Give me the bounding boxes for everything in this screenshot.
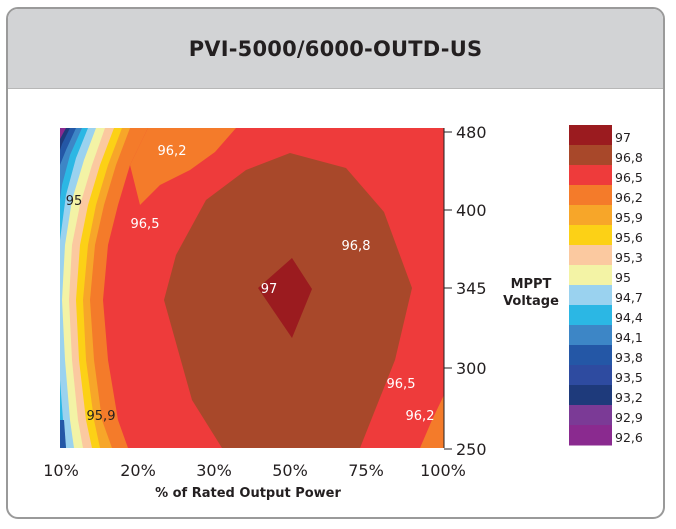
contour-plot-area <box>60 128 444 448</box>
x-tick-label: 75% <box>348 461 384 480</box>
legend-swatch <box>569 185 612 206</box>
x-tick-label: 30% <box>196 461 232 480</box>
y-axis-ticks: 480 400 345 300 250 <box>444 123 487 459</box>
legend-label: 93,5 <box>615 370 643 385</box>
y-tick-label: 480 <box>456 123 487 142</box>
legend-label: 94,4 <box>615 310 643 325</box>
legend-label: 92,6 <box>615 430 643 445</box>
y-tick-label: 400 <box>456 201 487 220</box>
region-95 <box>60 128 105 448</box>
contour-label-95-9: 95,9 <box>87 409 116 424</box>
legend-label: 94,7 <box>615 290 643 305</box>
contour-label-95: 95 <box>66 194 83 209</box>
legend-swatch <box>569 165 612 186</box>
legend-swatch <box>569 145 612 166</box>
contour-label-96-2-bottom: 96,2 <box>406 409 435 424</box>
legend-label: 93,8 <box>615 350 643 365</box>
legend-label: 95 <box>615 270 631 285</box>
legend-swatch <box>569 305 612 326</box>
region-94-7 <box>60 128 96 448</box>
legend-swatch <box>569 405 612 426</box>
region-96-2-bottom-right <box>420 395 444 448</box>
legend-swatch <box>569 325 612 346</box>
legend-swatch <box>569 385 612 406</box>
y-tick-label: 300 <box>456 359 487 378</box>
legend-label: 96,5 <box>615 170 643 185</box>
y-tick-label: 345 <box>456 279 487 298</box>
legend-label: 95,6 <box>615 230 643 245</box>
contour-label-97: 97 <box>261 282 278 297</box>
legend-label: 94,1 <box>615 330 643 345</box>
region-96-2-top <box>130 128 236 205</box>
contour-label-96-8: 96,8 <box>342 239 371 254</box>
legend-label: 96,8 <box>615 150 643 165</box>
legend-swatch <box>569 345 612 366</box>
region-92-9 <box>60 128 66 139</box>
legend-swatch <box>569 285 612 306</box>
legend-swatch <box>569 125 612 146</box>
region-97 <box>258 258 312 338</box>
chart-header: PVI-5000/6000-OUTD-US <box>8 9 663 89</box>
legend-swatch <box>569 205 612 226</box>
legend-swatch <box>569 225 612 246</box>
legend-label: 97 <box>615 130 631 145</box>
legend-label: 95,9 <box>615 210 643 225</box>
contour-label-96-2-top: 96,2 <box>158 144 187 159</box>
x-tick-label: 20% <box>120 461 156 480</box>
legend-swatch <box>569 265 612 286</box>
x-axis-ticks: 10% 20% 30% 50% 75% 100% <box>43 461 466 480</box>
contour-label-96-5-left: 96,5 <box>131 217 160 232</box>
x-tick-label: 100% <box>420 461 466 480</box>
chart-title: PVI-5000/6000-OUTD-US <box>188 36 483 61</box>
legend-swatch <box>569 425 612 446</box>
legend-swatch <box>569 245 612 266</box>
y-tick-label: 250 <box>456 440 487 459</box>
legend-label: 95,3 <box>615 250 643 265</box>
y-axis-title-line1: MPPT <box>511 277 552 292</box>
x-tick-label: 10% <box>43 461 79 480</box>
y-axis-title-line2: Voltage <box>503 294 559 309</box>
color-legend: 97 96,8 96,5 96,2 95,9 95,6 95,3 95 94,7 94,4 94,1… <box>569 125 643 446</box>
legend-label: 93,2 <box>615 390 643 405</box>
x-tick-label: 50% <box>272 461 308 480</box>
legend-label: 96,2 <box>615 190 643 205</box>
legend-label: 92,9 <box>615 410 643 425</box>
legend-swatch <box>569 365 612 386</box>
x-axis-title: % of Rated Output Power <box>155 486 341 501</box>
region-low-left-bottom <box>60 420 66 448</box>
contour-label-96-5-right: 96,5 <box>387 377 416 392</box>
